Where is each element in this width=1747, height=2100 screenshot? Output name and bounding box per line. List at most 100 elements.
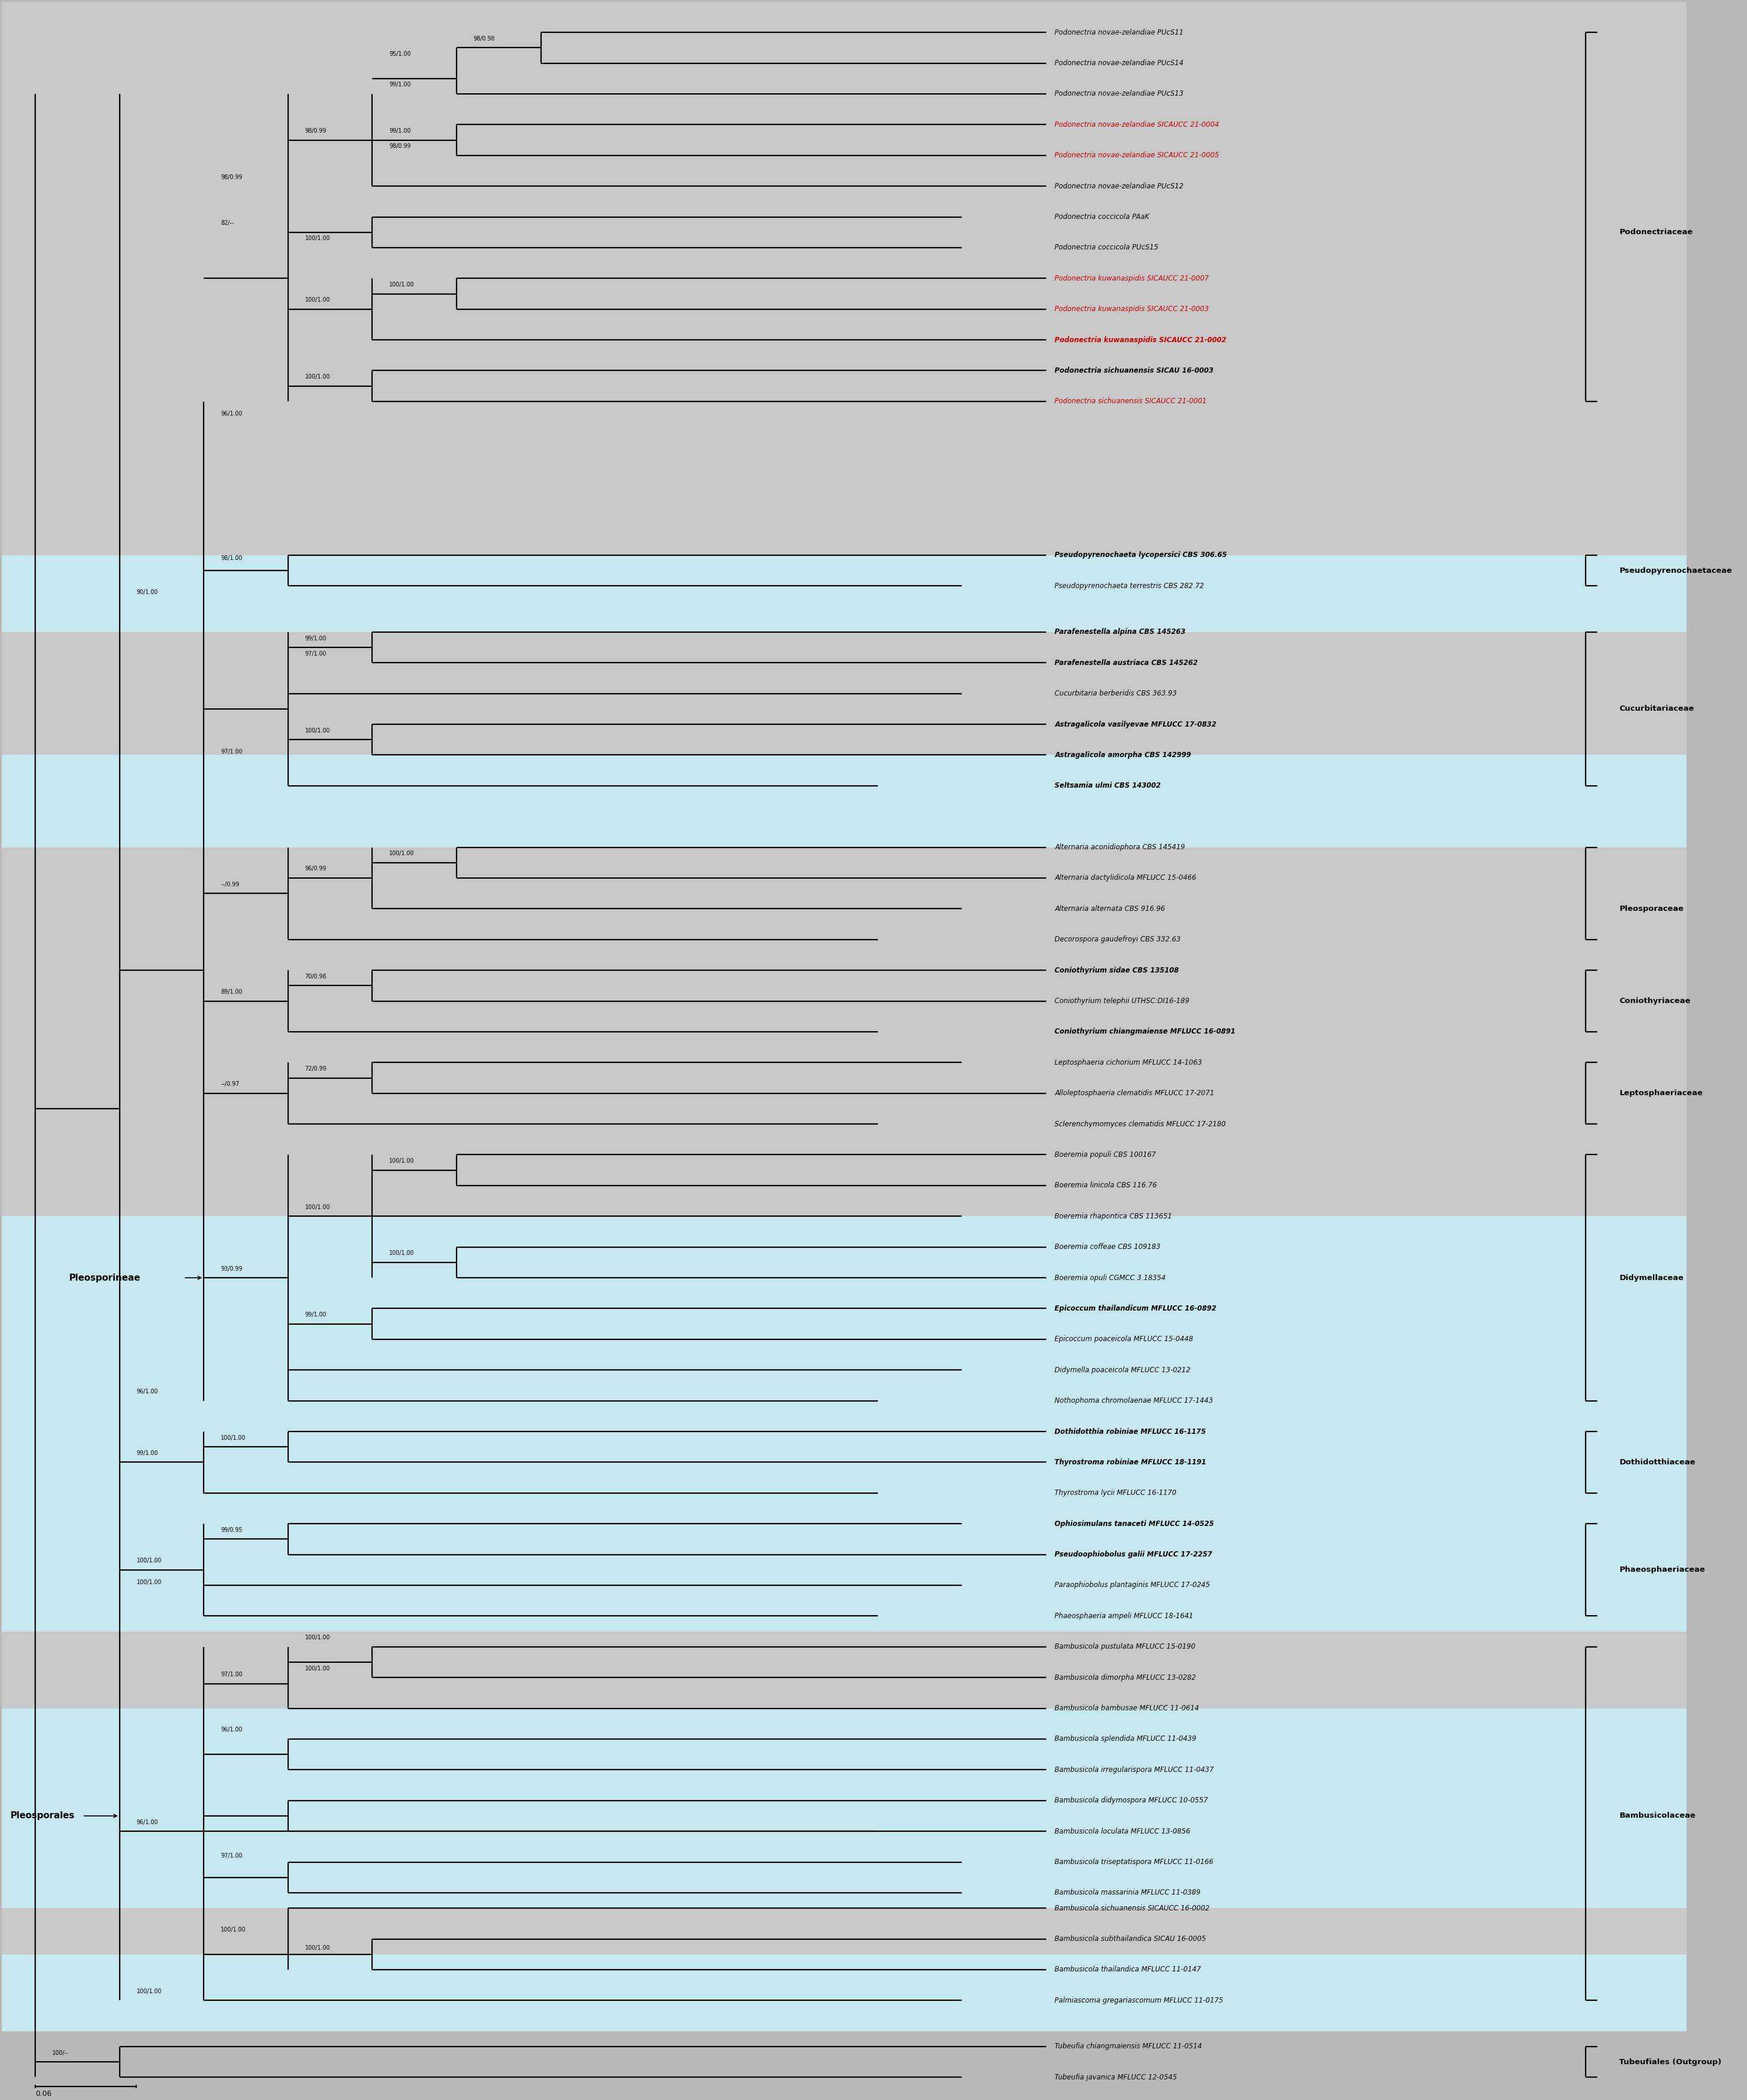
Text: 97/1.00: 97/1.00 <box>220 1852 243 1858</box>
Bar <box>2 846 1686 878</box>
Text: 97/1.00: 97/1.00 <box>220 1672 243 1678</box>
Text: 95/1.00: 95/1.00 <box>390 50 411 57</box>
Text: Thyrostroma robiniae MFLUCC 18-1191: Thyrostroma robiniae MFLUCC 18-1191 <box>1055 1457 1207 1466</box>
Text: 90/1.00: 90/1.00 <box>136 590 157 594</box>
Text: 98/0.99: 98/0.99 <box>220 174 243 181</box>
Text: Alloleptosphaeria clematidis MFLUCC 17-2071: Alloleptosphaeria clematidis MFLUCC 17-2… <box>1055 1090 1214 1096</box>
Bar <box>2 141 1686 554</box>
Text: Dothidotthia robiniae MFLUCC 16-1175: Dothidotthia robiniae MFLUCC 16-1175 <box>1055 1428 1205 1434</box>
Text: Pseudoophiobolus galii MFLUCC 17-2257: Pseudoophiobolus galii MFLUCC 17-2257 <box>1055 1550 1212 1558</box>
Text: 100/--: 100/-- <box>52 2050 68 2056</box>
Text: Tubeufia chiangmaiensis MFLUCC 11-0514: Tubeufia chiangmaiensis MFLUCC 11-0514 <box>1055 2043 1202 2050</box>
Text: 70/0.98: 70/0.98 <box>306 974 327 979</box>
Text: 100/1.00: 100/1.00 <box>390 281 414 288</box>
Text: Coniothyrium chiangmaiense MFLUCC 16-0891: Coniothyrium chiangmaiense MFLUCC 16-089… <box>1055 1027 1235 1035</box>
Text: 96/1.00: 96/1.00 <box>220 412 243 416</box>
Text: 0.06: 0.06 <box>35 2090 52 2098</box>
Text: Bambusicola irregularispora MFLUCC 11-0437: Bambusicola irregularispora MFLUCC 11-04… <box>1055 1766 1214 1774</box>
Text: Boeremia linicola CBS 116.76: Boeremia linicola CBS 116.76 <box>1055 1182 1157 1189</box>
Text: 96/1.00: 96/1.00 <box>220 1726 243 1732</box>
Text: 100/1.00: 100/1.00 <box>136 1989 162 1995</box>
Bar <box>2 554 1686 632</box>
Text: Nothophoma chromolaenae MFLUCC 17-1443: Nothophoma chromolaenae MFLUCC 17-1443 <box>1055 1397 1212 1405</box>
Bar <box>2 1955 1686 2031</box>
Text: Epicoccum thailandicum MFLUCC 16-0892: Epicoccum thailandicum MFLUCC 16-0892 <box>1055 1304 1216 1312</box>
Text: Sclerenchymomyces clematidis MFLUCC 17-2180: Sclerenchymomyces clematidis MFLUCC 17-2… <box>1055 1119 1226 1128</box>
Text: 100/1.00: 100/1.00 <box>306 727 330 733</box>
Text: Phaeosphaeriaceae: Phaeosphaeriaceae <box>1619 1567 1705 1573</box>
Text: --/0.99: --/0.99 <box>220 882 239 886</box>
Bar <box>2 1247 1686 1632</box>
Text: 98/0.99: 98/0.99 <box>306 128 327 134</box>
Text: Podonectria kuwanaspidis SICAUCC 21-0002: Podonectria kuwanaspidis SICAUCC 21-0002 <box>1055 336 1226 344</box>
Text: Coniothyrium telephii UTHSC:DI16-189: Coniothyrium telephii UTHSC:DI16-189 <box>1055 997 1190 1004</box>
Bar <box>2 878 1686 1216</box>
Text: Pseudopyrenochaeta terrestris CBS 282.72: Pseudopyrenochaeta terrestris CBS 282.72 <box>1055 582 1204 590</box>
Text: 99/1.00: 99/1.00 <box>136 1451 157 1455</box>
Text: Dothidotthiaceae: Dothidotthiaceae <box>1619 1457 1695 1466</box>
Text: Pleosporaceae: Pleosporaceae <box>1619 905 1684 913</box>
Text: Bambusicola sichuanensis SICAUCC 16-0002: Bambusicola sichuanensis SICAUCC 16-0002 <box>1055 1905 1209 1911</box>
Text: 100/1.00: 100/1.00 <box>306 296 330 302</box>
Text: Bambusicola loculata MFLUCC 13-0856: Bambusicola loculata MFLUCC 13-0856 <box>1055 1827 1190 1835</box>
Text: Pseudopyrenochaeta lycopersici CBS 306.65: Pseudopyrenochaeta lycopersici CBS 306.6… <box>1055 552 1226 559</box>
Text: Boeremia populi CBS 100167: Boeremia populi CBS 100167 <box>1055 1151 1157 1159</box>
Text: 96/1.00: 96/1.00 <box>136 1388 157 1394</box>
Text: 97/1.00: 97/1.00 <box>220 750 243 756</box>
Bar <box>2 1909 1686 1955</box>
Text: Podonectria kuwanaspidis SICAUCC 21-0003: Podonectria kuwanaspidis SICAUCC 21-0003 <box>1055 304 1209 313</box>
Text: Tubeufiales (Outgroup): Tubeufiales (Outgroup) <box>1619 2058 1721 2066</box>
Text: 100/1.00: 100/1.00 <box>136 1558 162 1564</box>
Text: Palmiascoma gregariascomum MFLUCC 11-0175: Palmiascoma gregariascomum MFLUCC 11-017… <box>1055 1997 1223 2003</box>
Text: Alternaria aconidiophora CBS 145419: Alternaria aconidiophora CBS 145419 <box>1055 844 1184 850</box>
Bar <box>2 1216 1686 1247</box>
Text: Podonectria sichuanensis SICAUCC 21-0001: Podonectria sichuanensis SICAUCC 21-0001 <box>1055 397 1207 405</box>
Text: Bambusicola bambusae MFLUCC 11-0614: Bambusicola bambusae MFLUCC 11-0614 <box>1055 1705 1198 1711</box>
Text: Tubeufia javanica MFLUCC 12-0545: Tubeufia javanica MFLUCC 12-0545 <box>1055 2073 1177 2081</box>
Text: Paraophiobolus plantaginis MFLUCC 17-0245: Paraophiobolus plantaginis MFLUCC 17-024… <box>1055 1581 1211 1590</box>
Text: Cucurbitaria berberidis CBS 363.93: Cucurbitaria berberidis CBS 363.93 <box>1055 689 1177 697</box>
Text: 100/1.00: 100/1.00 <box>390 1157 414 1163</box>
Text: Pleosporales: Pleosporales <box>10 1812 75 1821</box>
Text: 72/0.99: 72/0.99 <box>306 1067 327 1071</box>
Text: 98/1.00: 98/1.00 <box>220 554 243 561</box>
Text: 100/1.00: 100/1.00 <box>220 1928 246 1932</box>
Text: 99/1.00: 99/1.00 <box>390 82 411 88</box>
Text: Boeremia rhapontica CBS 113651: Boeremia rhapontica CBS 113651 <box>1055 1212 1172 1220</box>
Bar <box>2 632 1686 756</box>
Text: Parafenestella alpina CBS 145263: Parafenestella alpina CBS 145263 <box>1055 628 1186 636</box>
Bar <box>2 756 1686 846</box>
Text: Bambusicola splendida MFLUCC 11-0439: Bambusicola splendida MFLUCC 11-0439 <box>1055 1735 1197 1743</box>
Text: Podonectria coccicola PAaK: Podonectria coccicola PAaK <box>1055 212 1150 220</box>
Text: 100/1.00: 100/1.00 <box>306 235 330 242</box>
Text: Podonectriaceae: Podonectriaceae <box>1619 229 1693 235</box>
Text: Bambusicola dimorpha MFLUCC 13-0282: Bambusicola dimorpha MFLUCC 13-0282 <box>1055 1674 1197 1682</box>
Text: Boeremia opuli CGMCC 3.18354: Boeremia opuli CGMCC 3.18354 <box>1055 1275 1165 1281</box>
Text: 82/--: 82/-- <box>220 220 234 227</box>
Text: 98/0.98: 98/0.98 <box>473 36 494 42</box>
Text: Thyrostroma lycii MFLUCC 16-1170: Thyrostroma lycii MFLUCC 16-1170 <box>1055 1489 1176 1497</box>
Text: Epicoccum poaceicola MFLUCC 15-0448: Epicoccum poaceicola MFLUCC 15-0448 <box>1055 1336 1193 1344</box>
Text: Boeremia coffeae CBS 109183: Boeremia coffeae CBS 109183 <box>1055 1243 1160 1252</box>
Text: Podonectria novae-zelandiae PUcS14: Podonectria novae-zelandiae PUcS14 <box>1055 59 1184 67</box>
Text: 93/0.99: 93/0.99 <box>220 1266 243 1273</box>
Bar <box>2 1707 1686 1909</box>
Text: Bambusicolaceae: Bambusicolaceae <box>1619 1812 1696 1821</box>
Text: 98/0.99: 98/0.99 <box>390 143 411 149</box>
Text: Podonectria coccicola PUcS15: Podonectria coccicola PUcS15 <box>1055 244 1158 252</box>
Text: Alternaria alternata CBS 916.96: Alternaria alternata CBS 916.96 <box>1055 905 1165 913</box>
Text: Podonectria novae-zelandiae PUcS13: Podonectria novae-zelandiae PUcS13 <box>1055 90 1184 99</box>
Text: 100/1.00: 100/1.00 <box>306 1634 330 1640</box>
Text: 100/1.00: 100/1.00 <box>306 1665 330 1672</box>
Text: 100/1.00: 100/1.00 <box>306 1203 330 1210</box>
Text: 100/1.00: 100/1.00 <box>136 1579 162 1585</box>
Text: 99/0.95: 99/0.95 <box>220 1527 243 1533</box>
Text: 99/1.00: 99/1.00 <box>390 128 411 134</box>
Text: Podonectria novae-zelandiae PUcS11: Podonectria novae-zelandiae PUcS11 <box>1055 29 1184 36</box>
Text: 99/1.00: 99/1.00 <box>306 636 327 640</box>
Bar <box>2 1632 1686 1707</box>
Bar <box>2 2031 1686 2092</box>
Text: Phaeosphaeria ampeli MFLUCC 18-1641: Phaeosphaeria ampeli MFLUCC 18-1641 <box>1055 1613 1193 1619</box>
Text: Bambusicola subthailandica SICAU 16-0005: Bambusicola subthailandica SICAU 16-0005 <box>1055 1934 1205 1942</box>
Text: 96/1.00: 96/1.00 <box>136 1819 157 1825</box>
